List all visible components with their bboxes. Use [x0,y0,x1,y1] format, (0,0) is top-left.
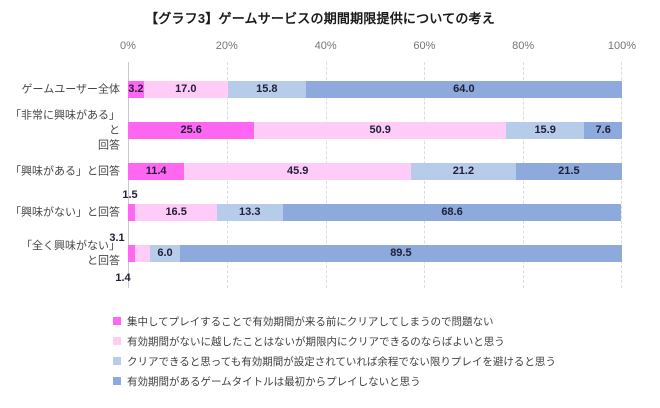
segment-value-label: 15.9 [534,124,556,136]
bar-segment: 21.2 [411,163,516,180]
legend-swatch-icon [113,317,121,325]
segment-value-label: 64.0 [453,83,475,95]
bar-segment: 7.6 [584,122,622,139]
x-axis-tick: 80% [512,40,535,52]
bar-row-not-interested: 16.5 13.3 68.6 [128,204,622,221]
segment-value-label: 68.6 [441,206,463,218]
outside-value-label: 3.1 [109,232,125,244]
segment-value-label: 45.9 [286,165,309,177]
segment-value-label: 21.2 [452,165,475,177]
bar-segment [128,245,135,262]
legend: 集中してプレイすることで有効期間が来る前にクリアしてしまうので問題ない 有効期間… [113,311,556,391]
bar-segment: 13.3 [216,204,283,221]
legend-label: 有効期間がないに越したことはないが期限内にクリアできるのならばよいと思う [127,335,505,348]
x-axis-tick: 20% [215,40,238,52]
outside-value-label: 1.4 [115,272,131,284]
segment-value-label: 3.2 [128,83,144,95]
segment-value-label: 6.0 [157,247,173,259]
bar-segment: 25.6 [128,122,255,139]
x-axis-tick: 60% [413,40,436,52]
bar-segment: 17.0 [143,81,228,98]
category-label-not-interested: 「興味がない」と回答 [10,206,120,219]
legend-item: 有効期間がないに越したことはないが期限内にクリアできるのならばよいと思う [113,331,556,351]
bar-segment: 6.0 [150,245,180,262]
bar-segment: 21.5 [515,163,622,180]
bar-segment: 16.5 [135,204,217,221]
bar-segment: 11.4 [128,163,185,180]
segment-value-label: 50.9 [369,124,391,136]
legend-item: 集中してプレイすることで有効期間が来る前にクリアしてしまうので問題ない [113,311,556,331]
bar-segment: 3.2 [128,81,144,98]
chart-title: 【グラフ3】ゲームサービスの期間期限提供についての考え [145,11,495,26]
segment-value-label: 15.8 [256,83,278,95]
segment-value-label: 11.4 [145,165,167,177]
bar-segment [134,245,151,262]
bar-segment: 89.5 [179,245,622,262]
category-label-very-interested: 「非常に興味がある」と 回答 [10,109,120,152]
legend-label: クリアできると思っても有効期間が設定されていれば余程でない限りプレイを避けると思… [127,355,556,368]
segment-value-label: 7.6 [595,124,611,136]
outside-value-label: 1.5 [122,189,138,201]
plot-area: 3.2 17.0 15.8 64.0 25.6 50.9 15.9 7.6 11… [109,62,622,288]
x-axis-tick: 100% [607,40,637,52]
bar-segment [128,204,136,221]
bar-row-not-at-all-interested: 6.0 89.5 [128,245,622,262]
segment-value-label: 13.3 [239,206,261,218]
bar-segment: 50.9 [254,122,506,139]
bar-row-very-interested: 25.6 50.9 15.9 7.6 [128,122,622,139]
bar-segment: 68.6 [282,204,622,221]
bar-segment: 45.9 [184,163,412,180]
bar-row-interested: 11.4 45.9 21.2 21.5 [128,163,622,180]
legend-label: 有効期間があるゲームタイトルは最初からプレイしないと思う [127,375,421,388]
segment-value-label: 25.6 [180,124,202,136]
legend-swatch-icon [113,357,121,365]
segment-value-label: 89.5 [390,247,412,259]
category-label-game-users-overall: ゲームユーザー全体 [21,83,120,96]
bar-segment: 15.8 [227,81,306,98]
segment-value-label: 21.5 [558,165,580,177]
legend-item: クリアできると思っても有効期間が設定されていれば余程でない限りプレイを避けると思… [113,351,556,371]
segment-value-label: 17.0 [175,83,197,95]
legend-item: 有効期間があるゲームタイトルは最初からプレイしないと思う [113,371,556,391]
category-label-interested: 「興味がある」と回答 [10,165,120,178]
x-axis-tick: 0% [120,40,136,52]
legend-swatch-icon [113,377,121,385]
legend-label: 集中してプレイすることで有効期間が来る前にクリアしてしまうので問題ない [127,315,494,328]
category-label-not-at-all-interested: 「全く興味がない」 と回答 [21,240,120,267]
bar-segment: 15.9 [505,122,585,139]
legend-swatch-icon [113,337,121,345]
segment-value-label: 16.5 [165,206,187,218]
bar-row-game-users-overall: 3.2 17.0 15.8 64.0 [128,81,622,98]
bar-segment: 64.0 [305,81,622,98]
x-axis-tick: 40% [314,40,337,52]
